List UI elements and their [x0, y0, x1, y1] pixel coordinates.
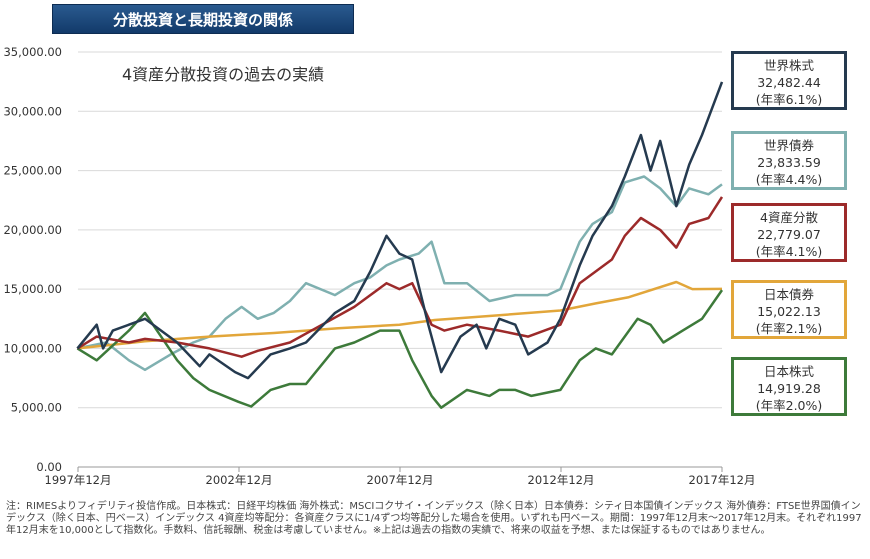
- legend-value: 22,779.07: [757, 227, 821, 242]
- y-tick-label: 0.00: [36, 460, 62, 474]
- legend-box: 世界債券 23,833.59 (年率4.4%): [731, 131, 847, 190]
- y-tick-label: 10,000.00: [3, 341, 62, 355]
- chart-title: 4資産分散投資の過去の実績: [122, 65, 324, 84]
- y-tick-label: 20,000.00: [3, 223, 62, 237]
- legend-name: 世界債券: [763, 138, 814, 153]
- legend-rate: (年率4.1%): [755, 244, 823, 259]
- y-tick-label: 15,000.00: [3, 282, 62, 296]
- x-tick-label: 1997年12月: [45, 473, 112, 487]
- legend-box: 世界株式 32,482.44 (年率6.1%): [731, 51, 847, 110]
- series-line-日本債券: [77, 280, 723, 350]
- legend-rate: (年率2.1%): [755, 321, 823, 336]
- legend-value: 32,482.44: [757, 75, 821, 90]
- series-line-4資産分散: [76, 196, 724, 358]
- x-tick-label: 2002年12月: [206, 473, 273, 487]
- y-tick-label: 5,000.00: [11, 401, 62, 415]
- legend-name: 世界株式: [763, 58, 814, 73]
- legend-value: 15,022.13: [757, 304, 821, 319]
- legend-name: 日本債券: [763, 287, 814, 302]
- legend-rate: (年率6.1%): [755, 92, 823, 107]
- legend-rate: (年率2.0%): [755, 398, 823, 413]
- line-chart: 0.00 5,000.00 10,000.00 15,000.00 20,000.00 2…: [3, 45, 756, 487]
- legend-box: 4資産分散 22,779.07 (年率4.1%): [731, 203, 847, 262]
- legend-name: 日本株式: [763, 364, 814, 379]
- y-tick-label: 25,000.00: [3, 164, 62, 178]
- legend-box: 日本債券 15,022.13 (年率2.1%): [731, 280, 847, 339]
- legend-value: 23,833.59: [757, 155, 821, 170]
- y-tick-label: 30,000.00: [3, 104, 62, 118]
- footnote: 注：RIMESよりフィデリティ投信作成。日本株式：日経平均株価 海外株式：MSC…: [6, 501, 862, 536]
- x-tick-label: 2017年12月: [689, 473, 756, 487]
- legend-rate: (年率4.4%): [755, 172, 823, 187]
- legend-name: 4資産分散: [760, 210, 818, 225]
- y-tick-label: 35,000.00: [3, 45, 62, 59]
- section-banner: 分散投資と長期投資の関係: [52, 4, 354, 34]
- x-tick-label: 2012年12月: [528, 473, 595, 487]
- series-line-日本株式: [76, 289, 724, 409]
- legend-box: 日本株式 14,919.28 (年率2.0%): [731, 357, 847, 416]
- x-tick-label: 2007年12月: [367, 473, 434, 487]
- series-line-世界株式: [76, 81, 724, 380]
- legend-value: 14,919.28: [757, 381, 821, 396]
